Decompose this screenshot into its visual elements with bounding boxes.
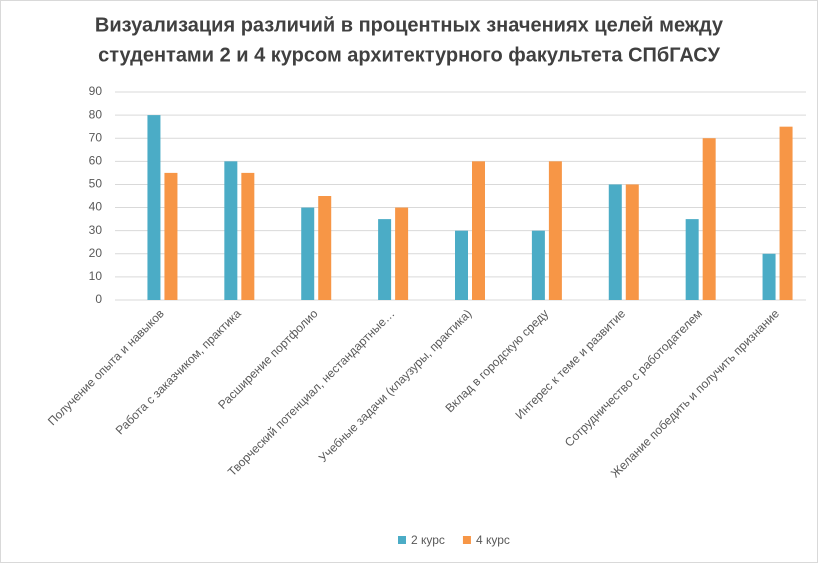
bar [301,207,315,300]
legend-label: 2 курс [411,533,445,547]
y-tick-label: 70 [89,130,103,144]
bar [147,115,161,300]
legend-label: 4 курс [476,533,510,547]
bar [625,184,639,300]
bar [702,138,716,300]
bar [472,161,485,300]
y-tick-label: 20 [89,246,103,260]
bar [164,172,178,300]
bar [531,230,545,300]
bar [378,219,392,300]
bar [318,196,332,300]
bar [608,184,622,300]
chart-title: студентами 2 и 4 курсом архитектурного ф… [98,44,720,66]
y-tick-label: 90 [89,84,103,98]
bar [224,161,238,300]
legend-swatch [398,536,406,544]
y-tick-label: 40 [89,200,103,214]
y-tick-label: 80 [89,107,103,121]
y-tick-label: 30 [89,223,103,237]
bar [395,207,409,300]
bar [455,230,468,300]
bar [685,219,699,300]
bar [779,126,793,301]
bar [762,253,776,300]
y-tick-label: 50 [89,177,103,191]
bar [548,161,562,300]
y-tick-label: 60 [89,154,103,168]
chart-title: Визуализация различий в процентных значе… [95,14,724,36]
y-tick-label: 10 [89,269,103,283]
bar [241,172,255,300]
legend-swatch [462,536,471,544]
y-tick-label: 0 [95,292,102,306]
